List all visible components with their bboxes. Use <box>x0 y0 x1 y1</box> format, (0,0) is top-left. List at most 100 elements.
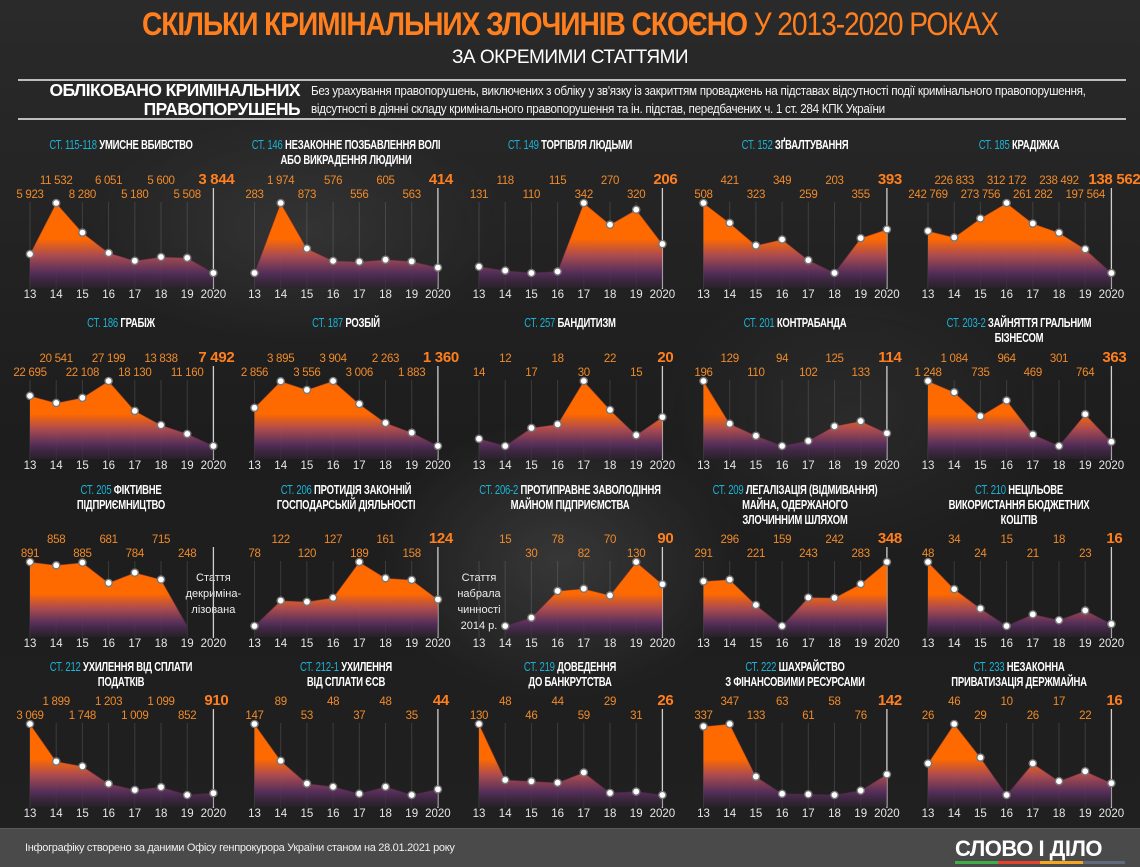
data-point <box>777 789 787 799</box>
x-tick-label: 16 <box>1000 460 1013 472</box>
divider-top <box>18 79 1126 81</box>
value-label-2020: 206 <box>653 171 677 188</box>
chart-title: СТ. 185 КРАДІЖКА <box>913 138 1126 153</box>
value-label: 242 769 <box>908 189 947 201</box>
area-fill <box>254 203 438 288</box>
value-label: 312 172 <box>987 175 1026 187</box>
x-tick-label: 16 <box>776 289 789 301</box>
value-label-2020: 142 <box>878 692 902 709</box>
crime-name: ГРАБІЖ <box>120 316 155 330</box>
chart-title: СТ. 201 КОНТРАБАНДА <box>688 316 901 331</box>
data-point <box>433 595 443 604</box>
value-label: 48 <box>922 548 934 560</box>
value-label: 681 <box>99 534 117 546</box>
x-tick-label: 15 <box>76 808 89 820</box>
value-label: 22 108 <box>66 367 99 379</box>
chart-panel: 14 12 17 18 30 22 15 20 13 14 15 16 17 18 19 2020 <box>473 349 676 472</box>
crime-name: БАНДИТИЗМ <box>557 316 616 330</box>
series-line <box>478 723 663 796</box>
value-label: 161 <box>376 534 394 546</box>
x-tick-label: 18 <box>828 289 841 301</box>
value-label: 48 <box>379 696 391 708</box>
data-point <box>302 244 312 253</box>
data-point <box>976 753 985 762</box>
x-tick-label: 16 <box>102 289 115 301</box>
data-point <box>725 719 735 729</box>
x-tick-label: 15 <box>76 638 89 650</box>
x-tick-label: 19 <box>405 638 418 650</box>
x-tick-label: 19 <box>854 289 867 301</box>
x-tick-label: 14 <box>948 808 961 820</box>
value-label: 118 <box>496 175 513 187</box>
chart-title: СТ. 212-1 УХИЛЕННЯ ВІД СПЛАТИ ЄСВ <box>239 660 452 690</box>
value-label: 715 <box>152 534 170 546</box>
chart-panel: 337 347 133 63 61 58 76 142 13 14 15 16 17 18 19 2020 <box>694 692 902 820</box>
x-tick-label: 19 <box>1079 289 1092 301</box>
x-tick-label: 2020 <box>425 808 451 820</box>
data-point <box>1028 610 1038 619</box>
data-point <box>51 398 61 408</box>
x-tick-label: 19 <box>630 638 643 650</box>
value-label: 283 <box>852 548 870 560</box>
data-point <box>182 253 192 263</box>
value-label: 221 <box>747 548 765 560</box>
crime-name: НЕЗАКОННЕ ПОЗБАВЛЕННЯ ВОЛІ АБО ВИКРАДЕНН… <box>280 138 440 167</box>
value-label: 147 <box>245 710 263 722</box>
value-label: 964 <box>997 353 1016 365</box>
chart-title: СТ. 210 НЕЦІЛЬОВЕ ВИКОРИСТАННЯ БЮДЖЕТНИХ… <box>913 483 1126 528</box>
area-fill <box>30 562 188 637</box>
value-label-2020: 910 <box>204 692 228 709</box>
x-tick-label: 17 <box>1026 808 1039 820</box>
chart-panel: 130 48 46 44 59 29 31 26 13 14 15 16 17 18 19 2020 <box>470 692 675 820</box>
crime-name: НЕЗАКОННА ПРИВАТИЗАЦІЯ ДЕРЖМАЙНА <box>951 660 1087 689</box>
x-tick-label: 19 <box>181 808 194 820</box>
value-label-2020: 26 <box>657 692 673 709</box>
x-tick-label: 17 <box>1026 460 1039 472</box>
value-label-2020: 20 <box>657 349 673 366</box>
crime-name: УХИЛЕННЯ ВІД СПЛАТИ ПОДАТКІВ <box>83 660 193 689</box>
x-tick-label: 17 <box>577 460 590 472</box>
x-tick-label: 18 <box>604 289 617 301</box>
value-label: 130 <box>627 548 645 560</box>
chart-title: СТ. 206 ПРОТИДІЯ ЗАКОННІЙ ГОСПОДАРСЬКІЙ … <box>239 483 452 513</box>
data-point <box>1028 219 1038 228</box>
value-label: 17 <box>1053 696 1065 708</box>
x-tick-label: 14 <box>499 808 512 820</box>
series-line <box>478 380 663 447</box>
value-label-2020: 393 <box>878 171 902 188</box>
value-label: 131 <box>470 189 488 201</box>
x-tick-label: 2020 <box>201 808 227 820</box>
data-point <box>209 788 218 798</box>
data-point <box>949 719 959 729</box>
x-tick-label: 18 <box>828 460 841 472</box>
data-point <box>751 772 761 781</box>
data-point <box>553 586 562 596</box>
area-fill <box>479 203 663 288</box>
x-tick-label: 17 <box>128 638 141 650</box>
x-tick-label: 2020 <box>650 638 676 650</box>
x-tick-label: 17 <box>353 289 366 301</box>
value-label: 3 006 <box>346 367 373 379</box>
data-point <box>381 782 390 792</box>
crime-name: НЕЦІЛЬОВЕ ВИКОРИСТАННЯ БЮДЖЕТНИХ КОШТІВ <box>948 483 1090 527</box>
crime-name: ДОВЕДЕННЯ ДО БАНКРУТСТВА <box>528 660 617 689</box>
x-tick-label: 19 <box>1079 460 1092 472</box>
data-point <box>474 262 484 271</box>
data-point <box>433 441 443 451</box>
value-label: 5 600 <box>147 175 174 187</box>
crime-name: ПРОТИДІЯ ЗАКОННІЙ ГОСПОДАРСЬКІЙ ДІЯЛЬНОС… <box>276 483 415 512</box>
value-label: 18 <box>551 353 563 365</box>
value-label: 605 <box>376 175 394 187</box>
title-bold: СКІЛЬКИ КРИМІНАЛЬНИХ ЗЛОЧИНІВ СКОЄНО <box>141 6 748 42</box>
data-point <box>777 621 787 631</box>
data-point <box>1080 244 1090 254</box>
value-label: 1 899 <box>43 696 70 708</box>
x-tick-label: 15 <box>301 808 314 820</box>
data-point <box>1028 759 1038 768</box>
data-point <box>302 385 312 395</box>
value-label: 6 051 <box>95 175 122 187</box>
x-tick-label: 13 <box>697 460 710 472</box>
footer <box>0 828 1140 867</box>
value-label-2020: 1 360 <box>423 349 459 366</box>
